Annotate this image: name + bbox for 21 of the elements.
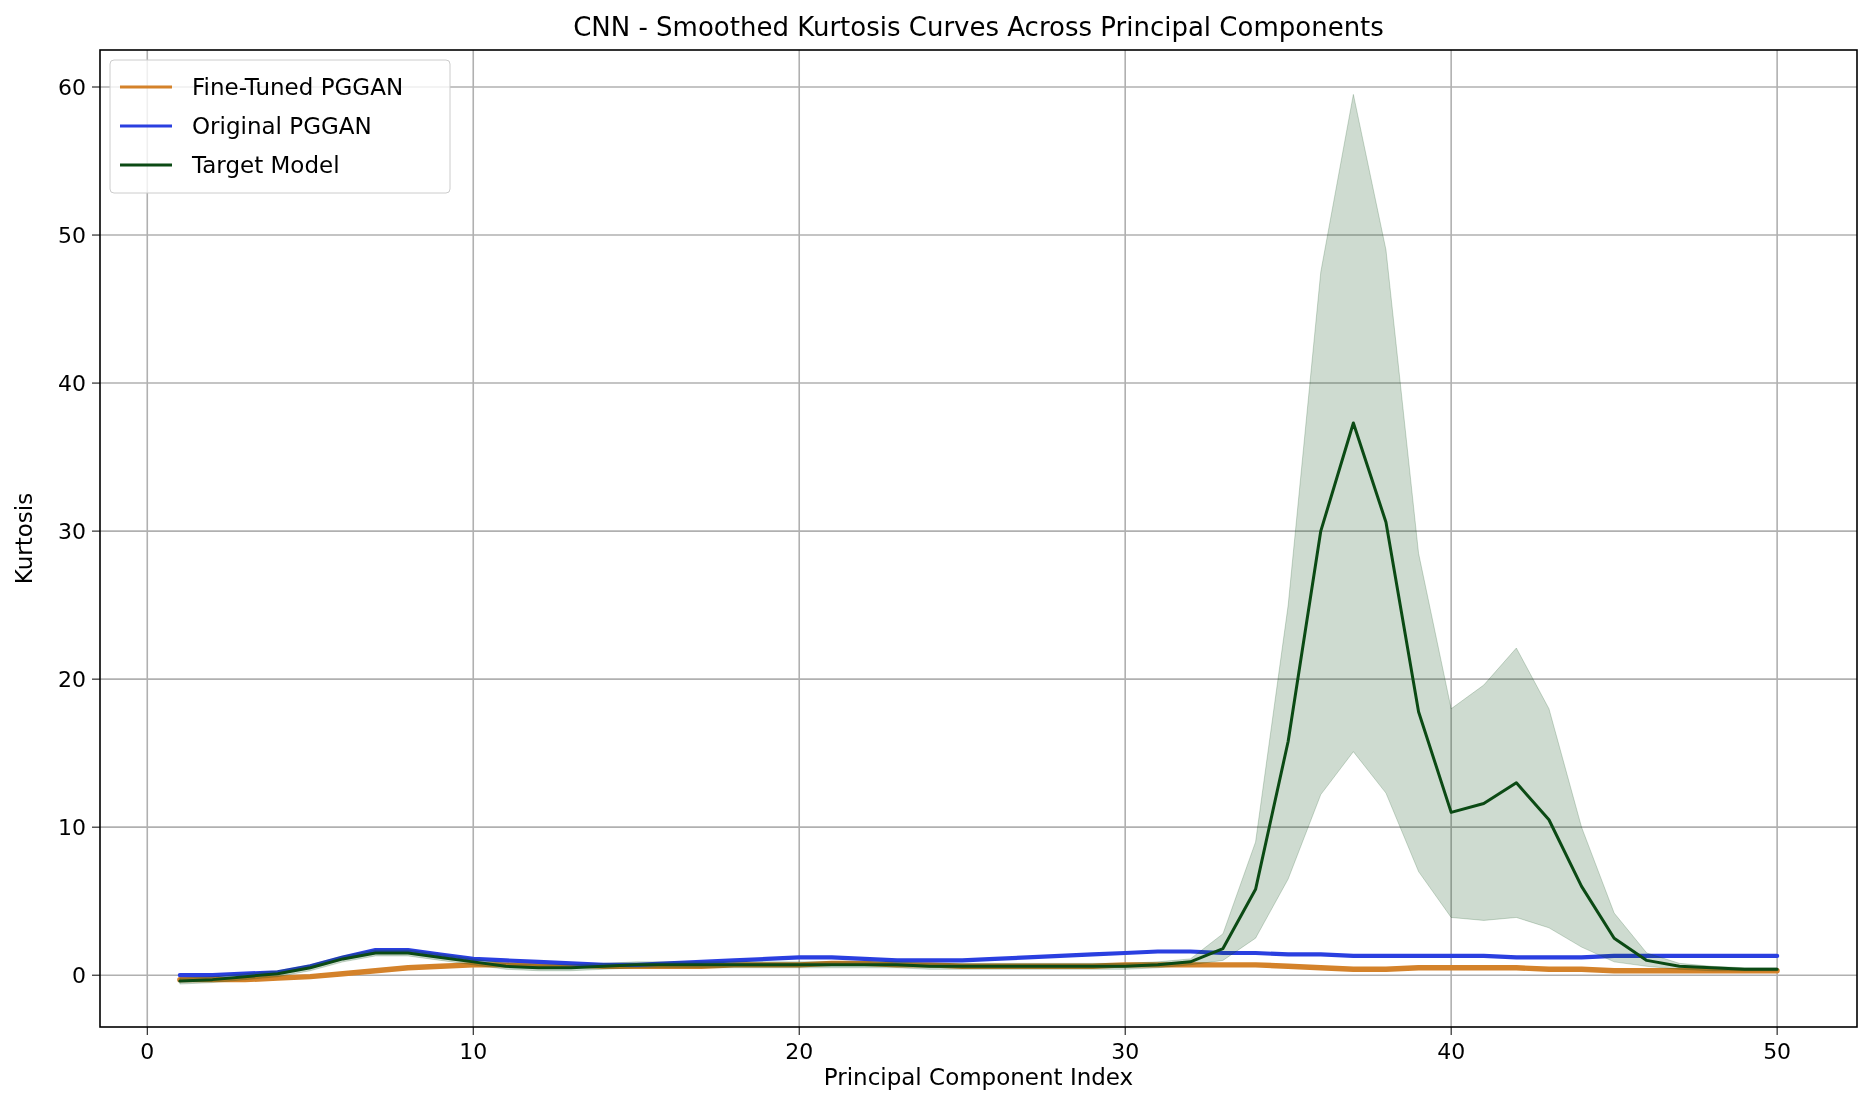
x-tick-label: 20 [785,1039,814,1064]
legend-label: Fine-Tuned PGGAN [192,74,404,100]
line-series [178,421,1779,983]
x-tick-label: 30 [1111,1039,1140,1064]
y-tick-label: 30 [58,518,86,544]
y-tick-label: 0 [72,962,86,988]
y-tick-label: 40 [58,370,86,396]
x-axis-title: Principal Component Index [823,1064,1134,1090]
legend-label: Target Model [191,152,340,178]
x-tick-label: 50 [1763,1039,1792,1064]
y-tick-label: 50 [58,222,86,248]
y-axis-title: Kurtosis [11,492,37,585]
x-tick-label: 40 [1437,1039,1466,1064]
y-tick-label: 20 [58,666,86,692]
chart-title: CNN - Smoothed Kurtosis Curves Across Principal Components [573,12,1384,42]
x-tick-label: 0 [140,1039,155,1064]
x-tick-label: 10 [459,1039,488,1064]
legend-label: Original PGGAN [192,113,372,139]
y-tick-label: 10 [58,814,86,840]
y-tick-label: 60 [58,74,86,100]
line-series [177,947,1780,978]
